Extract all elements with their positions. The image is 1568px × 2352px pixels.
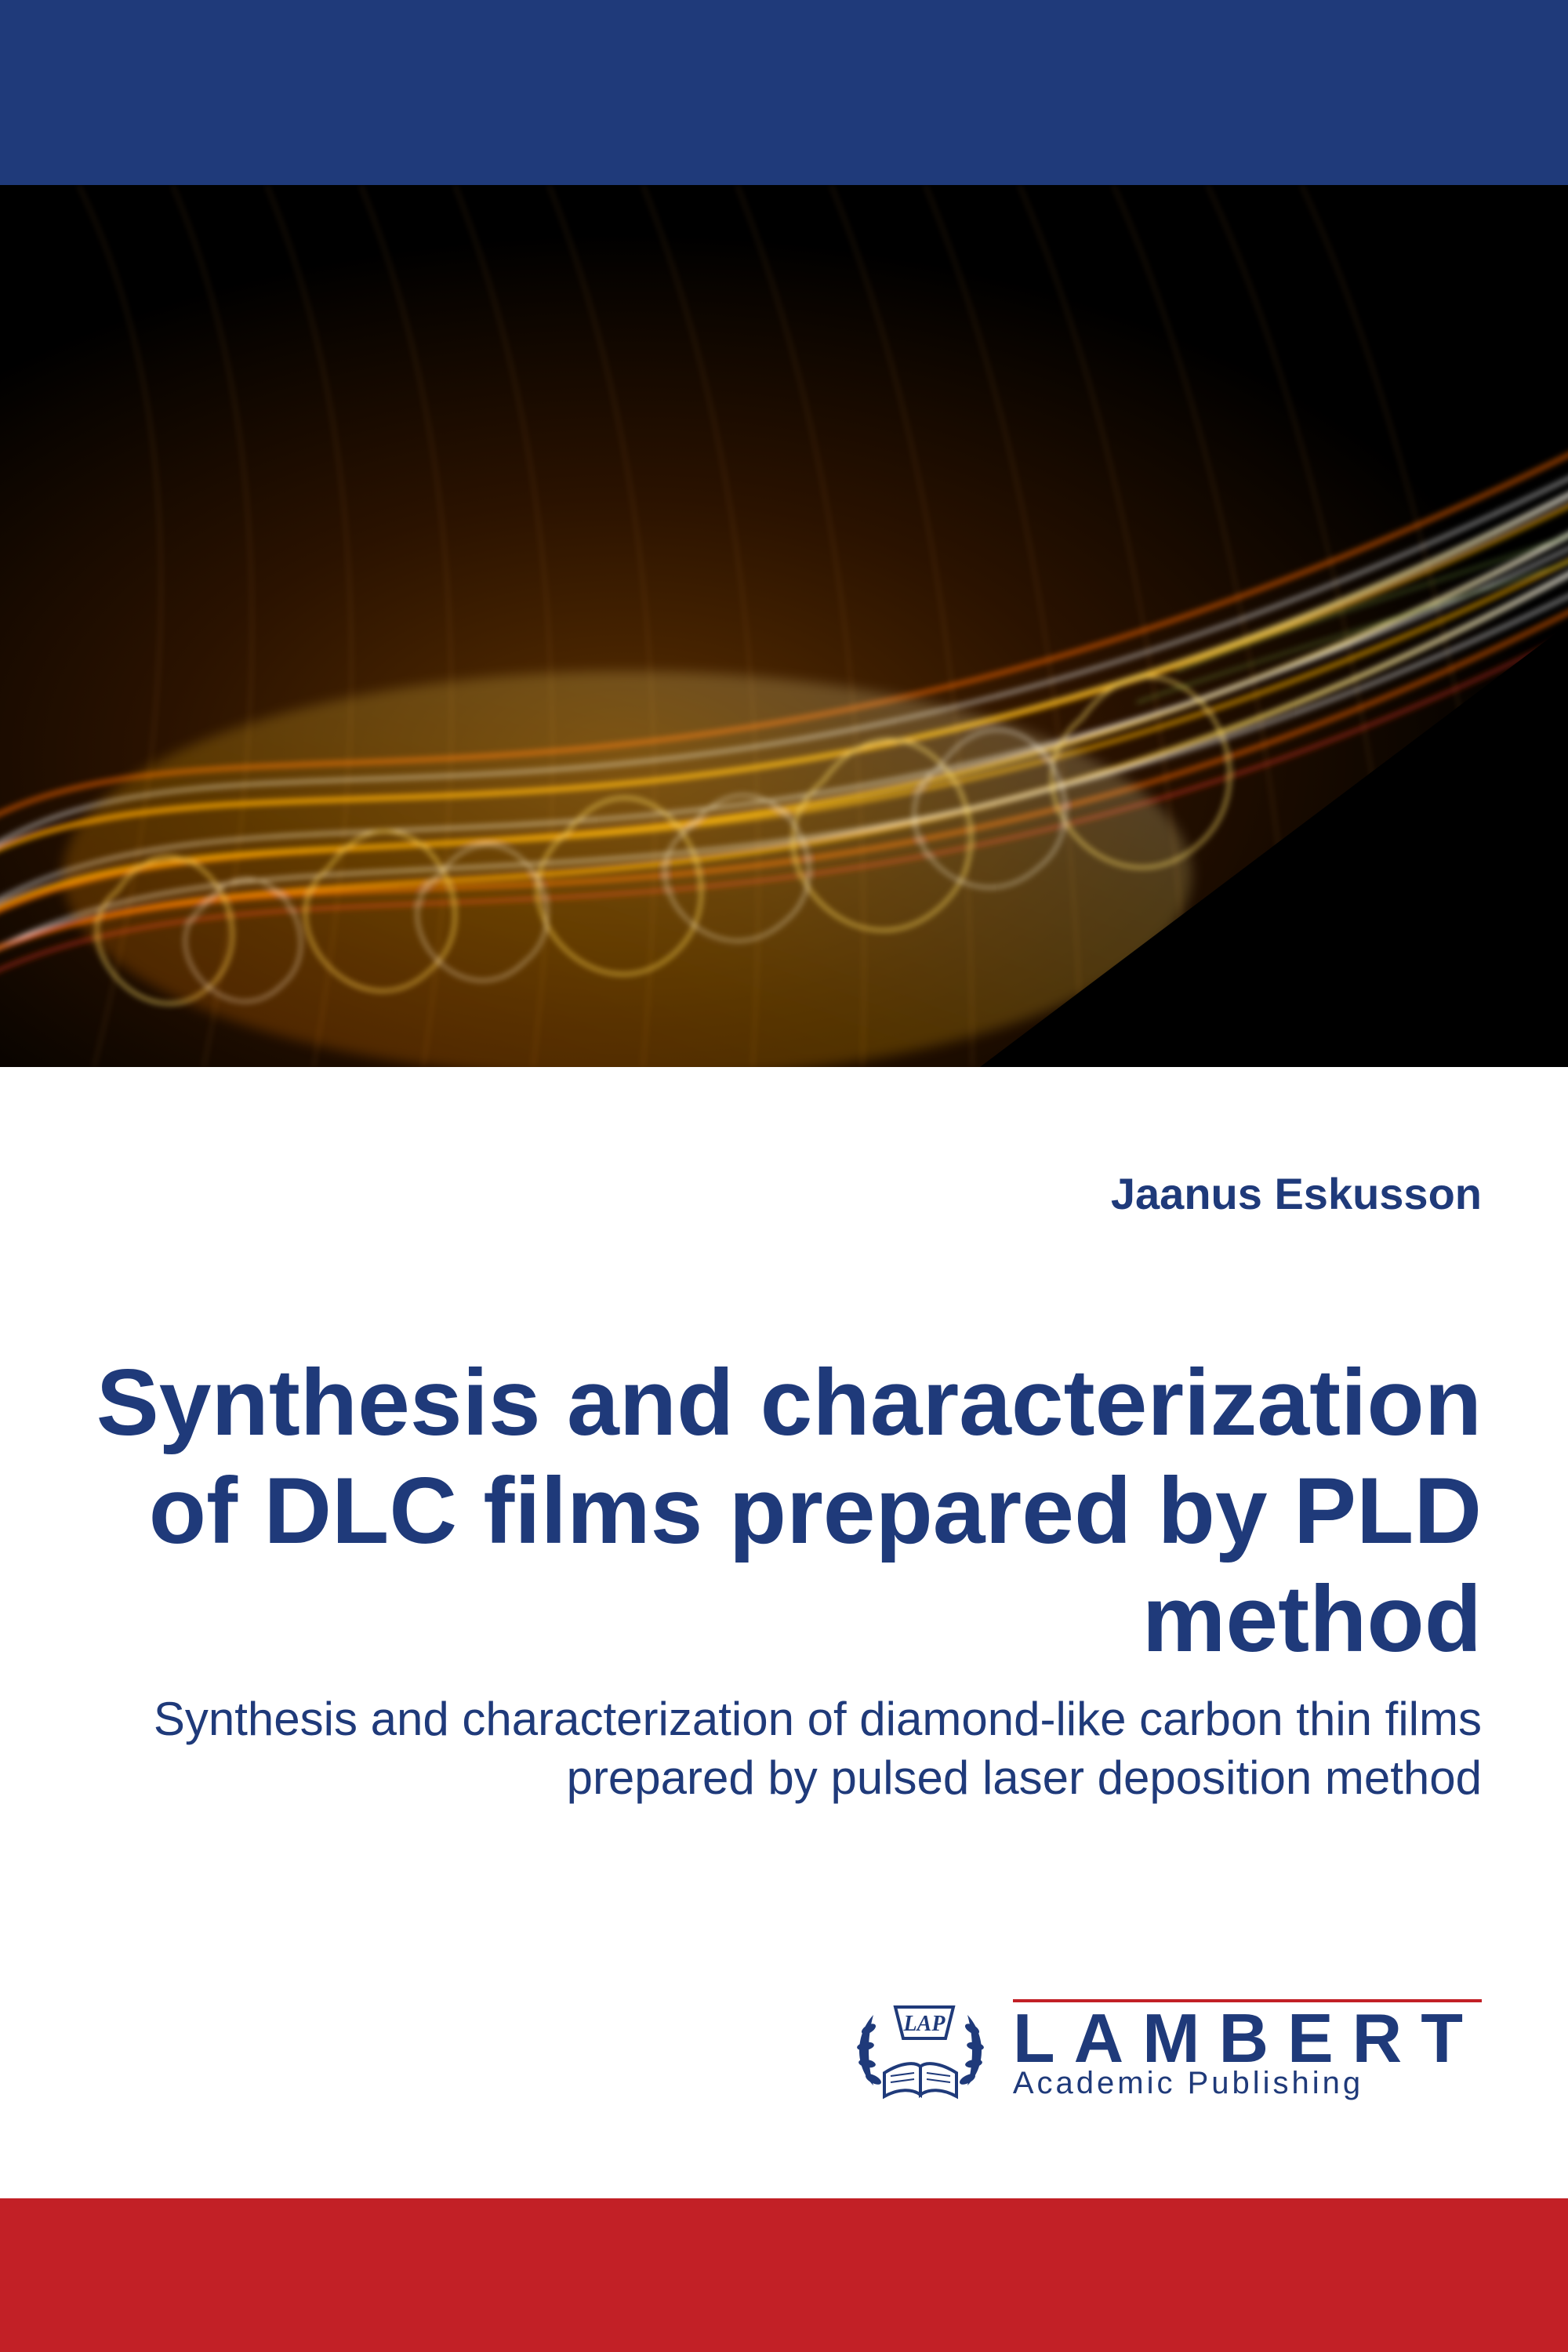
publisher-text: LAMBERT Academic Publishing [1013, 1999, 1482, 2101]
light-streaks-art [0, 185, 1568, 1067]
top-bar [0, 0, 1568, 185]
bottom-bar [0, 2198, 1568, 2352]
publisher-logo-icon: LAP [850, 1991, 991, 2109]
book-subtitle: Synthesis and characterization of diamon… [86, 1690, 1482, 1807]
book-cover: Jaanus Eskusson Synthesis and characteri… [0, 0, 1568, 2352]
author-name: Jaanus Eskusson [86, 1168, 1482, 1219]
glow-core [63, 671, 1192, 1067]
publisher-block: LAP LAMBERT Academic Publishing [850, 1991, 1482, 2109]
publisher-name: LAMBERT [1013, 2007, 1482, 2069]
hero-image [0, 185, 1568, 1067]
publisher-logo-label: LAP [902, 2012, 946, 2036]
book-title: Synthesis and characterization of DLC fi… [86, 1348, 1482, 1673]
